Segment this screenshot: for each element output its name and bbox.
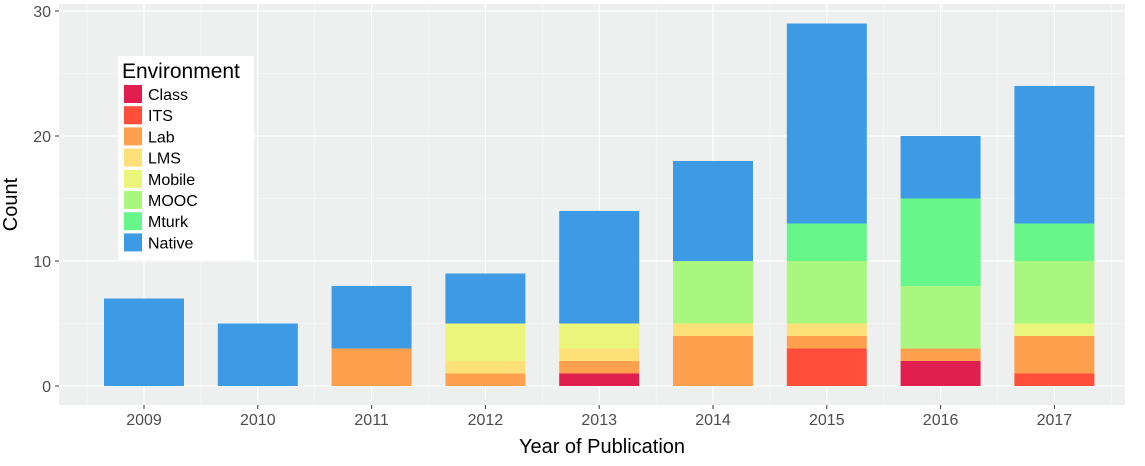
x-tick-label: 2016 [923,412,959,429]
bar-segment-mooc-2015 [786,261,867,324]
bar-segment-mturk-2017 [1014,223,1095,261]
bar-segment-mobile-2012 [445,323,526,361]
legend-label-lms: LMS [148,151,181,168]
legend-label-mooc: MOOC [148,193,198,210]
x-tick-label: 2014 [695,412,731,429]
legend-label-its: ITS [148,108,173,125]
legend-swatch-native [124,233,142,252]
bar-segment-lab-2012 [445,373,526,386]
x-tick-label: 2012 [468,412,504,429]
bar-segment-its-2015 [786,348,867,386]
x-tick-label: 2017 [1037,412,1073,429]
legend-label-class: Class [148,87,188,104]
y-tick-label: 10 [33,254,51,271]
bar-segment-lab-2015 [786,336,867,349]
bar-segment-native-2012 [445,273,526,324]
legend-label-lab: Lab [148,129,175,146]
bar-segment-lab-2013 [559,361,640,374]
legend-title: Environment [122,60,240,83]
legend-label-native: Native [148,235,193,252]
bar-segment-lab-2016 [900,348,981,361]
legend-swatch-class [124,85,142,103]
legend-items: Class ITS Lab LMS Mobile MOOC Mturk Native [124,85,198,252]
bar-segment-native-2009 [104,298,184,386]
bar-segment-lab-2011 [331,348,412,386]
x-tick-label: 2015 [809,412,845,429]
bar-segment-its-2017 [1014,373,1095,386]
bar-segment-native-2011 [331,286,412,349]
bar-segment-mobile-2013 [559,323,640,349]
x-tick-label: 2013 [581,412,617,429]
legend-swatch-lms [124,148,142,167]
bar-segment-native-2017 [1014,86,1095,224]
legend-label-mturk: Mturk [148,214,189,231]
axes: 0 10 20 30 2009 2010 2011 2012 2013 2014 2015 2016 2… [33,4,1072,429]
bars [104,23,1095,386]
bar-segment-lms-2012 [445,361,526,374]
bar-segment-lms-2015 [786,323,867,336]
legend-swatch-its [124,106,142,125]
y-axis-title: Count [0,177,22,231]
bar-segment-mturk-2015 [786,223,867,261]
bar-segment-mooc-2017 [1014,261,1095,324]
bar-segment-mobile-2017 [1014,323,1095,336]
legend: Environment Class ITS Lab LMS Mobile MOOC Mtur… [118,56,254,260]
legend-swatch-mobile [124,169,142,188]
bar-segment-native-2014 [673,161,753,261]
bar-segment-lms-2014 [673,323,753,336]
x-tick-label: 2010 [240,412,276,429]
bar-segment-lab-2014 [673,336,753,386]
legend-label-mobile: Mobile [148,172,195,189]
y-tick-label: 0 [42,379,51,396]
bar-segment-native-2010 [217,323,298,386]
bar-segment-native-2016 [900,136,981,199]
bar-segment-class-2016 [900,361,981,386]
bar-segment-mturk-2016 [900,198,981,286]
legend-swatch-lab [124,127,142,146]
legend-swatch-mooc [124,191,142,209]
x-axis-title: Year of Publication [519,436,685,458]
x-tick-label: 2011 [354,412,389,429]
bar-segment-lms-2013 [559,348,640,361]
bar-segment-lab-2017 [1014,336,1095,374]
x-tick-label: 2009 [126,412,162,429]
y-tick-label: 30 [33,4,51,21]
y-tick-label: 20 [33,129,51,146]
bar-segment-native-2013 [559,211,640,324]
bar-segment-mooc-2014 [673,261,753,324]
bar-segment-mooc-2016 [900,286,981,349]
bar-segment-native-2015 [786,23,867,224]
legend-swatch-mturk [124,212,142,231]
bar-segment-class-2013 [559,373,640,386]
